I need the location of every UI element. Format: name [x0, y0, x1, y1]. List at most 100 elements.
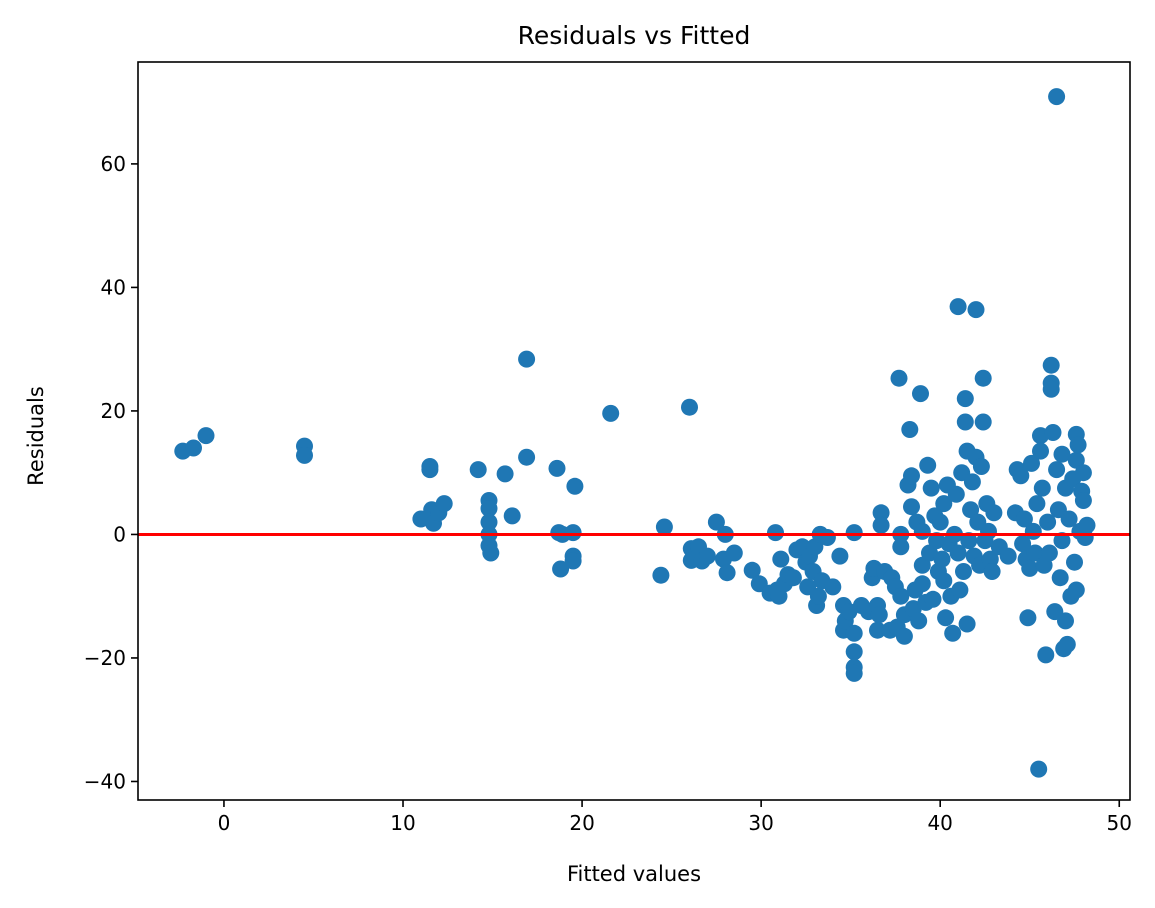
- data-point: [652, 566, 670, 584]
- data-point: [1044, 424, 1062, 441]
- data-point: [949, 298, 967, 316]
- data-point: [1023, 454, 1040, 472]
- data-point: [518, 448, 536, 466]
- data-point: [956, 413, 974, 431]
- data-point: [869, 621, 886, 639]
- data-point: [185, 439, 202, 457]
- data-point: [963, 473, 981, 491]
- data-point: [1048, 88, 1066, 106]
- data-point: [1057, 612, 1074, 630]
- data-point: [903, 498, 920, 516]
- data-point: [901, 421, 919, 438]
- data-point: [1032, 442, 1049, 460]
- data-point: [1074, 492, 1092, 509]
- data-point: [767, 524, 784, 542]
- y-tick-label: 0: [113, 522, 126, 546]
- data-point: [421, 461, 439, 479]
- data-point: [935, 572, 953, 590]
- data-point: [566, 477, 584, 495]
- data-point: [1058, 635, 1076, 653]
- data-point: [772, 550, 790, 568]
- data-point: [956, 390, 974, 408]
- data-point: [958, 615, 976, 633]
- x-tick-label: 30: [748, 811, 773, 835]
- data-point: [933, 550, 951, 568]
- data-point: [972, 458, 990, 475]
- data-point: [1015, 510, 1033, 528]
- data-point: [1042, 356, 1060, 374]
- data-point: [892, 538, 910, 556]
- data-point: [1040, 544, 1058, 562]
- data-point: [784, 569, 802, 587]
- data-point: [951, 581, 969, 599]
- data-point: [602, 404, 620, 422]
- data-point: [496, 465, 514, 483]
- data-point: [913, 575, 931, 593]
- data-point: [552, 560, 570, 578]
- data-point: [435, 495, 453, 513]
- x-axis-label: Fitted values: [567, 862, 701, 886]
- data-point: [983, 563, 1001, 580]
- data-point: [892, 587, 910, 605]
- data-point: [681, 398, 698, 416]
- data-point: [1078, 516, 1096, 534]
- data-point: [845, 664, 863, 682]
- data-point: [845, 643, 863, 661]
- data-point: [913, 522, 931, 540]
- data-point: [1053, 532, 1071, 550]
- data-point: [1033, 479, 1051, 497]
- data-point: [564, 552, 582, 570]
- data-point: [480, 500, 498, 517]
- data-point: [974, 369, 992, 387]
- x-tick-label: 40: [927, 811, 952, 835]
- data-point: [1042, 380, 1060, 398]
- data-point: [503, 507, 521, 525]
- data-point: [743, 561, 761, 579]
- data-point: [1021, 559, 1039, 577]
- data-point: [707, 513, 725, 531]
- data-point: [296, 446, 313, 464]
- data-point: [922, 479, 940, 497]
- data-point: [999, 547, 1017, 565]
- data-point: [1060, 510, 1078, 528]
- data-point: [931, 513, 949, 531]
- data-point: [890, 369, 908, 387]
- data-point: [974, 413, 992, 431]
- data-point: [1024, 522, 1042, 540]
- data-point: [831, 547, 849, 565]
- data-point: [1067, 451, 1085, 469]
- data-point: [1053, 445, 1071, 463]
- y-tick-label: 60: [101, 152, 126, 176]
- data-point: [1066, 553, 1083, 571]
- data-point: [947, 485, 965, 503]
- data-point: [1012, 467, 1030, 485]
- data-point: [910, 612, 928, 630]
- y-tick-label: −40: [84, 769, 126, 793]
- x-tick-label: 20: [569, 811, 594, 835]
- data-point: [1074, 464, 1092, 482]
- y-tick-label: 20: [101, 399, 126, 423]
- chart-title: Residuals vs Fitted: [518, 21, 751, 50]
- data-point: [1030, 760, 1048, 778]
- data-point: [1028, 495, 1046, 513]
- data-point: [872, 516, 890, 534]
- x-tick-label: 0: [218, 811, 231, 835]
- data-point: [949, 544, 967, 562]
- x-tick-label: 10: [390, 811, 415, 835]
- data-point: [967, 301, 985, 319]
- y-axis-label: Residuals: [24, 386, 48, 486]
- data-point: [1048, 461, 1066, 479]
- data-point: [1039, 513, 1057, 531]
- y-tick-label: 40: [101, 275, 126, 299]
- data-point: [1026, 544, 1044, 562]
- data-point: [944, 624, 962, 642]
- data-point: [955, 563, 972, 580]
- data-point: [818, 529, 836, 546]
- data-point: [1014, 535, 1032, 553]
- x-axis-ticks: 0 10 20 30 40 50: [218, 800, 1132, 835]
- data-point: [985, 504, 1003, 522]
- data-point: [895, 627, 913, 645]
- data-point: [809, 587, 827, 605]
- data-point: [655, 518, 673, 536]
